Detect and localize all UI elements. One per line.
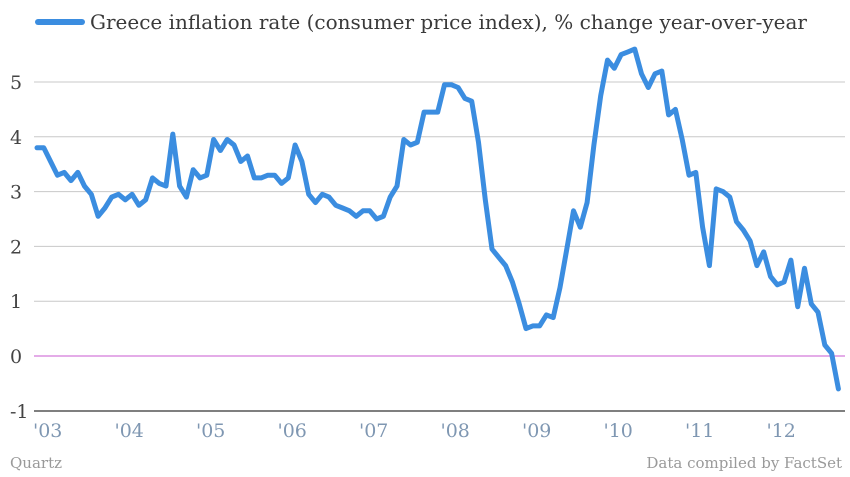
x-tick-label: '05	[196, 420, 225, 442]
source-right: Data compiled by FactSet	[646, 454, 842, 472]
source-left: Quartz	[10, 454, 62, 472]
y-tick-label: 3	[10, 182, 22, 204]
x-tick-label: '08	[441, 420, 470, 442]
x-tick-label: '07	[359, 420, 388, 442]
series-line	[34, 46, 841, 392]
y-tick-label: -1	[10, 401, 29, 423]
series-layer	[34, 46, 841, 392]
y-tick-label: 5	[10, 72, 22, 94]
x-tick-label: '09	[522, 420, 551, 442]
y-tick-label: 4	[10, 127, 22, 149]
x-tick-label: '06	[278, 420, 307, 442]
y-tick-label: 2	[10, 236, 22, 258]
x-axis-ticks: '03 '04 '05 '06 '07 '08 '09 '10 '11 '12	[33, 420, 796, 442]
legend: Greece inflation rate (consumer price in…	[35, 10, 807, 34]
x-tick-label: '11	[685, 420, 714, 442]
legend-label: Greece inflation rate (consumer price in…	[90, 10, 807, 34]
x-tick-label: '04	[115, 420, 144, 442]
y-tick-label: 1	[10, 291, 22, 313]
x-tick-label: '03	[33, 420, 62, 442]
x-tick-label: '12	[767, 420, 796, 442]
gridlines	[34, 81, 845, 357]
y-axis-ticks: -1 0 1 2 3 4 5	[10, 72, 29, 423]
x-tick-label: '10	[604, 420, 633, 442]
y-tick-label: 0	[10, 346, 22, 368]
